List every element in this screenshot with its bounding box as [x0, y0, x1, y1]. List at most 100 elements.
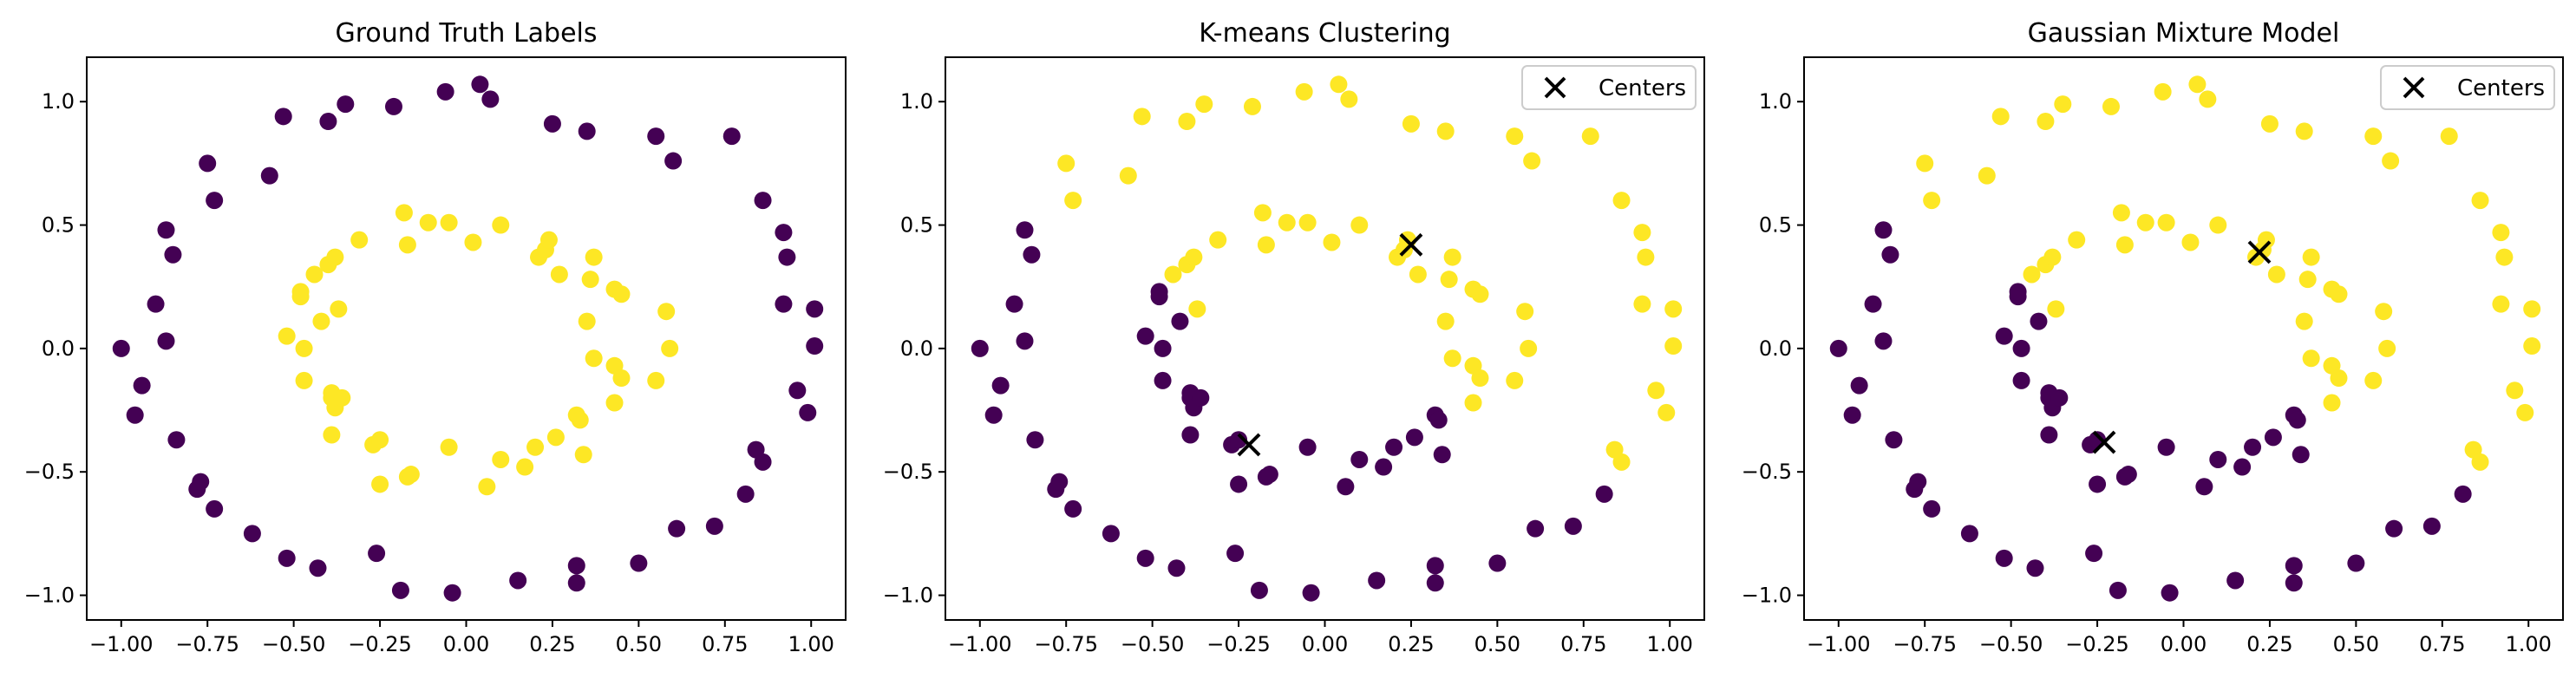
data-point	[1337, 478, 1355, 496]
data-point	[419, 213, 437, 232]
data-point	[1230, 475, 1248, 493]
data-point	[1960, 525, 1978, 543]
data-point	[402, 466, 420, 484]
y-tick-label: −1.0	[883, 584, 933, 608]
data-point	[1016, 332, 1034, 350]
data-point	[2257, 231, 2275, 249]
data-point	[1440, 271, 1458, 289]
x-tick-label: 1.00	[2506, 632, 2552, 656]
data-point	[1350, 216, 1369, 234]
data-point	[2378, 339, 2396, 357]
data-point	[1426, 574, 1444, 592]
data-point	[2285, 557, 2303, 575]
data-point	[1298, 213, 1317, 232]
data-point	[2298, 271, 2317, 289]
data-point	[2295, 122, 2313, 140]
data-point	[1664, 337, 1683, 356]
data-point	[295, 339, 313, 357]
data-point	[478, 478, 496, 496]
data-point	[1368, 571, 1386, 590]
data-point	[1991, 108, 2010, 126]
data-point	[443, 584, 461, 602]
data-point	[1881, 245, 1899, 264]
data-point	[1375, 458, 1393, 476]
data-point	[754, 192, 772, 210]
data-point	[2119, 466, 2137, 484]
data-point	[368, 545, 386, 563]
data-point	[2516, 403, 2534, 421]
x-tick-label: −0.75	[1034, 632, 1098, 656]
data-point	[206, 192, 224, 210]
data-point	[2188, 75, 2207, 94]
data-point	[1909, 473, 1927, 491]
y-tick-label: 1.0	[1759, 89, 1792, 114]
data-point	[705, 517, 723, 535]
data-point	[788, 382, 807, 400]
data-point	[1595, 485, 1613, 503]
data-point	[1488, 554, 1507, 572]
data-point	[1874, 332, 1893, 350]
data-point	[526, 438, 545, 456]
data-point	[112, 339, 130, 357]
data-point	[1050, 473, 1069, 491]
data-point	[647, 371, 665, 389]
data-point	[1295, 82, 1313, 101]
data-point	[581, 271, 599, 289]
data-point	[157, 332, 175, 350]
data-point	[464, 233, 482, 251]
data-point	[1829, 339, 1847, 357]
data-point	[1612, 192, 1631, 210]
x-tick-label: −0.75	[1893, 632, 1957, 656]
data-point	[722, 127, 741, 146]
data-point	[1436, 122, 1455, 140]
data-point	[1171, 312, 1189, 330]
x-tick-label: 1.00	[1647, 632, 1693, 656]
y-tick-label: −0.5	[883, 460, 933, 484]
data-point	[471, 75, 489, 94]
data-point	[2109, 581, 2127, 599]
data-point	[436, 82, 454, 101]
y-tick-label: −1.0	[24, 584, 75, 608]
data-point	[543, 114, 561, 133]
data-point	[1874, 221, 1893, 239]
cluster-center-marker	[2247, 240, 2272, 264]
y-tick-label: 1.0	[42, 89, 75, 114]
data-point	[2471, 453, 2489, 471]
data-point	[2440, 127, 2458, 146]
data-point	[578, 122, 596, 140]
data-point	[799, 403, 817, 421]
data-point	[1916, 154, 1934, 173]
data-point	[1278, 213, 1296, 232]
data-point	[806, 337, 824, 356]
data-point	[1923, 192, 1941, 210]
data-point	[1136, 327, 1154, 345]
data-point	[291, 283, 310, 301]
legend-box	[1521, 65, 1697, 110]
data-point	[2330, 285, 2348, 303]
data-point	[1471, 285, 1489, 303]
x-tick-label: 1.00	[788, 632, 834, 656]
data-point	[1243, 97, 1261, 115]
data-point	[2302, 248, 2320, 266]
data-point	[806, 300, 824, 318]
data-point	[550, 265, 568, 284]
data-point	[571, 411, 589, 429]
data-point	[612, 285, 631, 303]
data-point	[1064, 499, 1082, 518]
data-point	[1154, 339, 1172, 357]
data-point	[1402, 114, 1420, 133]
x-tick-label: 0.00	[1302, 632, 1348, 656]
data-point	[1102, 525, 1120, 543]
data-point	[2523, 337, 2541, 356]
data-point	[126, 406, 144, 424]
data-point	[337, 95, 355, 114]
data-point	[2085, 545, 2103, 563]
data-point	[391, 581, 409, 599]
data-point	[1471, 369, 1489, 388]
data-point	[395, 204, 413, 222]
data-point	[2136, 213, 2154, 232]
data-point	[1426, 557, 1444, 575]
data-point	[440, 438, 458, 456]
data-point	[1350, 450, 1369, 468]
cluster-center-marker	[2092, 430, 2116, 454]
